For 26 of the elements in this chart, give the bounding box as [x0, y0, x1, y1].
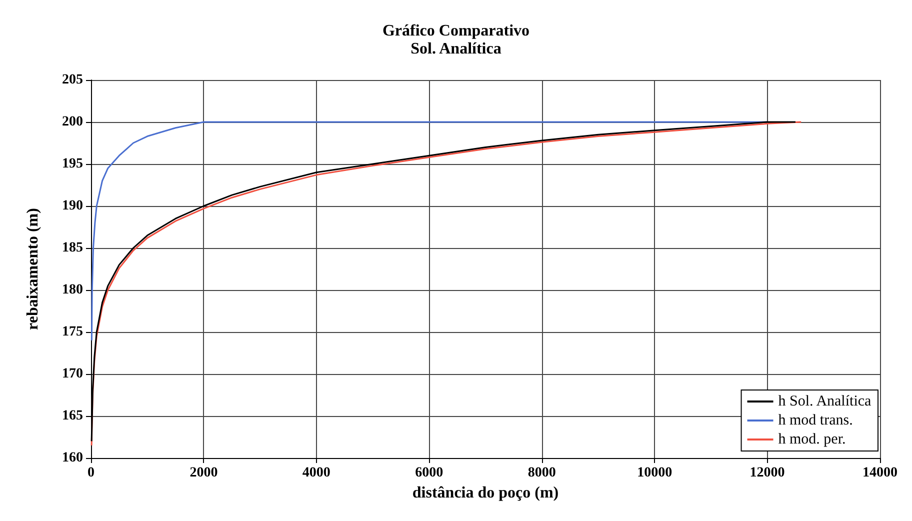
x-tick-label: 14000 — [862, 466, 898, 480]
y-tick-label: 170 — [62, 366, 83, 382]
x-tick-label: 4000 — [302, 466, 330, 480]
legend-label: h mod. per. — [778, 432, 846, 448]
chart-subtitle: Sol. Analítica — [410, 40, 502, 58]
y-tick-label: 180 — [62, 282, 83, 298]
y-tick-label: 205 — [62, 72, 83, 88]
legend-label: h mod trans. — [778, 412, 853, 428]
x-axis-title: distância do poço (m) — [412, 484, 559, 502]
y-tick-label: 165 — [62, 408, 83, 424]
y-axis-title: rebaixamento (m) — [24, 208, 42, 330]
legend-label: h Sol. Analítica — [778, 394, 872, 410]
line-series — [90, 121, 768, 342]
x-tick-label: 0 — [88, 466, 94, 480]
y-tick-label: 160 — [62, 450, 83, 466]
y-tick-label: 195 — [62, 156, 83, 172]
x-tick-label: 2000 — [190, 466, 218, 480]
y-tick-label: 200 — [62, 114, 83, 130]
x-tick-label: 12000 — [750, 466, 785, 480]
x-tick-label: 8000 — [528, 466, 556, 480]
y-tick-label: 190 — [62, 198, 83, 214]
chart-title: Gráfico Comparativo — [382, 22, 530, 40]
y-tick-label: 175 — [62, 324, 83, 340]
x-tick-label: 10000 — [637, 466, 672, 480]
x-tick-label: 6000 — [415, 466, 444, 480]
y-tick-label: 185 — [62, 240, 83, 256]
